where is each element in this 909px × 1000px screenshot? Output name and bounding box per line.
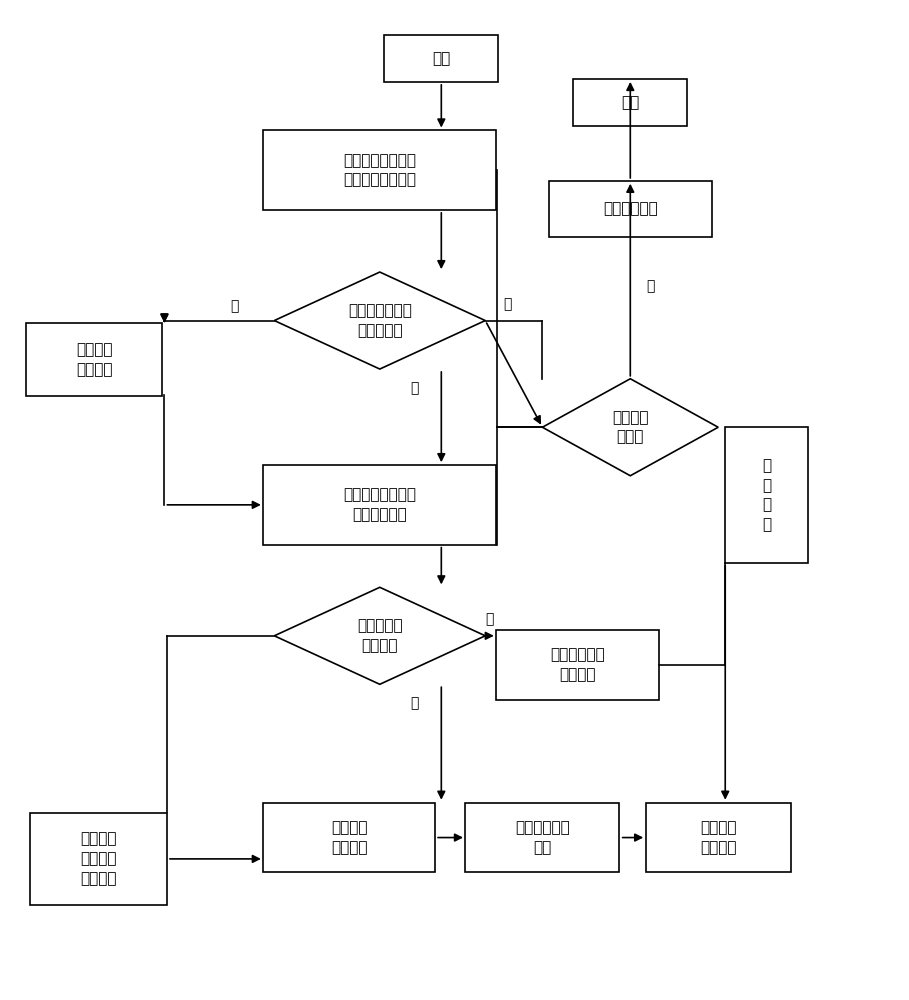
- Polygon shape: [275, 272, 485, 369]
- Text: 监测实时水温、油
温、转速、压力等: 监测实时水温、油 温、转速、压力等: [344, 153, 416, 188]
- Text: 持续工作时间是
否超设定值: 持续工作时间是 否超设定值: [348, 303, 412, 338]
- FancyBboxPatch shape: [574, 79, 687, 126]
- FancyBboxPatch shape: [264, 803, 435, 872]
- Text: 否: 否: [503, 297, 512, 311]
- Text: 改变风扇
风量功耗: 改变风扇 风量功耗: [700, 820, 736, 855]
- FancyBboxPatch shape: [26, 323, 162, 396]
- Text: 改
变
水
温: 改 变 水 温: [762, 458, 771, 532]
- FancyBboxPatch shape: [465, 803, 619, 872]
- FancyBboxPatch shape: [496, 630, 659, 700]
- FancyBboxPatch shape: [724, 427, 808, 563]
- FancyBboxPatch shape: [385, 35, 498, 82]
- Text: 记录当前
扇叶角度
对应参数: 记录当前 扇叶角度 对应参数: [80, 832, 116, 886]
- Text: 保持当前角度
继续工作: 保持当前角度 继续工作: [550, 648, 604, 682]
- Polygon shape: [543, 379, 718, 476]
- Polygon shape: [275, 587, 485, 684]
- FancyBboxPatch shape: [30, 813, 166, 905]
- Text: 液压风扇
复位一次: 液压风扇 复位一次: [75, 342, 113, 377]
- Text: 发动机是
否熄火: 发动机是 否熄火: [612, 410, 648, 445]
- Text: 液压执行
装置动作: 液压执行 装置动作: [331, 820, 367, 855]
- Text: 是: 是: [646, 280, 654, 294]
- Text: 液压风扇复位: 液压风扇复位: [603, 202, 658, 217]
- FancyBboxPatch shape: [264, 465, 496, 545]
- FancyBboxPatch shape: [549, 181, 712, 237]
- FancyBboxPatch shape: [645, 803, 791, 872]
- Text: 与当前角度
是否一致: 与当前角度 是否一致: [357, 618, 403, 653]
- Text: 是: 是: [231, 299, 239, 313]
- Text: 改变液压风扇
角度: 改变液压风扇 角度: [515, 820, 570, 855]
- Text: 结束: 结束: [621, 95, 639, 110]
- Text: 开始: 开始: [432, 51, 451, 66]
- Text: 否: 否: [411, 697, 419, 711]
- Text: 计算当输入参数所
对应最佳角度: 计算当输入参数所 对应最佳角度: [344, 487, 416, 522]
- Text: 否: 否: [411, 381, 419, 395]
- Text: 是: 是: [485, 612, 494, 626]
- FancyBboxPatch shape: [264, 130, 496, 210]
